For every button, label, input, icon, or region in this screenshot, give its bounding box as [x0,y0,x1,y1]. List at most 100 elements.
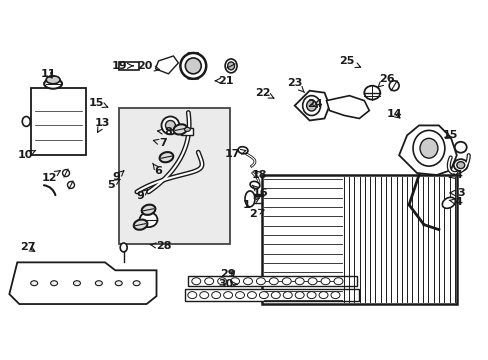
Text: 11: 11 [41,69,56,79]
Ellipse shape [456,162,464,168]
Text: 27: 27 [20,243,36,252]
Ellipse shape [159,152,173,162]
Ellipse shape [230,278,239,285]
Text: 20: 20 [137,61,159,71]
Text: 12: 12 [41,171,60,183]
Text: 4: 4 [448,170,462,180]
Text: 29: 29 [220,269,235,279]
Ellipse shape [319,292,327,298]
Ellipse shape [95,281,102,286]
Ellipse shape [199,292,208,298]
Ellipse shape [142,204,155,215]
FancyBboxPatch shape [119,108,230,244]
Ellipse shape [259,292,268,298]
Ellipse shape [283,292,292,298]
Text: 4: 4 [448,197,462,207]
Ellipse shape [244,191,254,207]
Ellipse shape [388,81,398,91]
Ellipse shape [412,130,444,166]
Polygon shape [155,56,178,74]
Text: 7: 7 [153,138,167,148]
Polygon shape [185,53,201,79]
Ellipse shape [271,292,280,298]
Text: 10: 10 [18,150,36,160]
Ellipse shape [442,197,454,208]
Text: 16: 16 [252,185,268,198]
Polygon shape [9,262,156,304]
Bar [119,62,138,70]
Ellipse shape [235,292,244,298]
Ellipse shape [120,243,127,252]
Text: 18: 18 [252,170,267,180]
Bar [181,129,193,135]
Ellipse shape [307,278,316,285]
Text: 14: 14 [386,108,401,118]
Ellipse shape [161,117,179,134]
Ellipse shape [31,281,38,286]
Ellipse shape [217,278,226,285]
Bar [31,88,86,155]
Ellipse shape [115,281,122,286]
Bar [185,289,359,301]
Ellipse shape [133,281,140,286]
Text: 23: 23 [286,78,304,93]
Ellipse shape [165,121,175,130]
Ellipse shape [249,181,259,189]
Ellipse shape [46,76,60,84]
Ellipse shape [224,59,237,73]
Ellipse shape [67,181,74,188]
Ellipse shape [238,147,247,154]
Text: 22: 22 [255,88,273,98]
Text: 5: 5 [107,179,120,190]
Ellipse shape [180,53,206,79]
Text: 28: 28 [150,242,171,252]
Ellipse shape [227,62,234,70]
Ellipse shape [454,142,466,153]
Ellipse shape [223,292,232,298]
Polygon shape [294,91,329,121]
Text: 9: 9 [136,190,147,201]
Text: 2: 2 [248,209,264,219]
Polygon shape [398,125,456,175]
Ellipse shape [185,58,201,74]
Ellipse shape [184,127,190,131]
Ellipse shape [134,220,147,230]
Ellipse shape [173,124,187,135]
Text: 21: 21 [215,76,233,86]
Ellipse shape [364,86,380,100]
Bar [188,276,357,286]
Ellipse shape [295,292,304,298]
Text: 19: 19 [112,61,133,71]
Ellipse shape [453,159,467,171]
Text: 30: 30 [218,279,237,289]
Ellipse shape [306,100,316,111]
Text: 17: 17 [224,149,245,159]
Ellipse shape [22,117,30,126]
Text: 15: 15 [442,130,458,140]
Ellipse shape [306,292,315,298]
Ellipse shape [243,278,252,285]
Ellipse shape [321,278,329,285]
Polygon shape [326,96,368,118]
Ellipse shape [302,96,320,116]
Text: 9: 9 [113,171,123,182]
Ellipse shape [44,79,62,89]
Ellipse shape [256,278,265,285]
Ellipse shape [211,292,220,298]
Ellipse shape [62,170,69,176]
Ellipse shape [330,292,339,298]
Ellipse shape [139,212,157,227]
Text: 6: 6 [152,163,162,176]
Text: 26: 26 [377,74,394,87]
Bar [262,175,456,304]
Ellipse shape [187,292,196,298]
Ellipse shape [50,281,58,286]
Text: 1: 1 [243,198,259,210]
Text: 15: 15 [89,98,107,108]
Ellipse shape [333,278,342,285]
Text: 13: 13 [95,118,110,132]
Ellipse shape [191,278,201,285]
Text: 25: 25 [338,56,360,67]
Ellipse shape [295,278,304,285]
Ellipse shape [73,281,80,286]
